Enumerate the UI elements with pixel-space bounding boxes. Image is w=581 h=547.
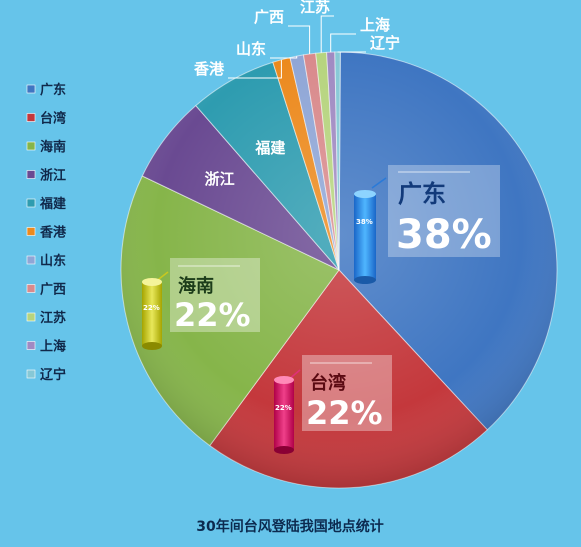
slice-label-6: 山东 xyxy=(236,40,266,58)
legend-swatch-8 xyxy=(26,312,36,322)
callout-taiwan-name: 台湾 xyxy=(310,372,346,394)
legend-item-0: 广东 xyxy=(26,82,66,98)
legend-swatch-0 xyxy=(26,84,36,94)
callout-hainan-name: 海南 xyxy=(178,275,214,297)
legend-item-7: 广西 xyxy=(26,282,66,298)
leader-line-7 xyxy=(288,25,311,54)
legend-item-5: 香港 xyxy=(26,225,67,241)
legend-item-2: 海南 xyxy=(26,139,66,155)
legend-swatch-1 xyxy=(26,113,36,122)
cyl-guangdong-label: 38% xyxy=(356,218,373,226)
legend-label-8: 江苏 xyxy=(40,310,66,326)
legend-swatch-3 xyxy=(26,170,36,179)
leader-line-6 xyxy=(270,56,298,59)
slice-label-10: 辽宁 xyxy=(370,34,400,52)
leader-line-8 xyxy=(320,15,334,53)
legend-swatch-2 xyxy=(26,141,36,151)
callout-guangdong-name: 广东 xyxy=(398,180,446,208)
slice-label-7: 广西 xyxy=(254,8,284,26)
slice-label-3: 浙江 xyxy=(205,170,235,188)
cyl-taiwan-label: 22% xyxy=(275,404,292,412)
legend-item-9: 上海 xyxy=(26,339,66,355)
leader-line-9 xyxy=(330,33,356,53)
legend-label-2: 海南 xyxy=(40,139,66,155)
legend-swatch-6 xyxy=(26,255,36,265)
chart-title: 30年间台风登陆我国地点统计 xyxy=(196,518,383,535)
slice-label-5: 香港 xyxy=(194,60,225,78)
legend-item-1: 台湾 xyxy=(26,111,66,127)
callout-hainan: 海南 22% 22% xyxy=(142,258,260,350)
callout-hainan-pct: 22% xyxy=(174,296,251,334)
legend-item-8: 江苏 xyxy=(26,310,66,326)
legend-swatch-4 xyxy=(26,198,36,208)
legend-label-9: 上海 xyxy=(40,339,66,355)
legend-item-6: 山东 xyxy=(26,253,66,269)
legend-label-0: 广东 xyxy=(40,82,66,98)
legend-label-7: 广西 xyxy=(40,282,66,298)
legend-swatch-10 xyxy=(26,369,36,379)
legend-item-4: 福建 xyxy=(26,196,66,212)
slice-label-8: 江苏 xyxy=(300,0,330,16)
callout-taiwan-pct: 22% xyxy=(306,394,383,432)
legend-label-10: 辽宁 xyxy=(40,367,66,383)
legend-label-6: 山东 xyxy=(40,253,66,269)
legend-swatch-5 xyxy=(26,227,36,236)
legend-item-10: 辽宁 xyxy=(26,367,66,383)
callout-guangdong: 广东 38% 38% xyxy=(354,165,500,284)
legend-swatch-7 xyxy=(26,284,36,293)
leader-line-5 xyxy=(228,59,282,79)
legend-label-4: 福建 xyxy=(39,196,66,212)
slice-label-9: 上海 xyxy=(360,16,390,34)
legend-swatch-9 xyxy=(26,341,36,350)
legend-label-5: 香港 xyxy=(39,225,67,241)
leader-lines xyxy=(228,15,366,79)
legend-label-1: 台湾 xyxy=(40,111,66,127)
callout-taiwan: 台湾 22% 22% xyxy=(274,355,392,454)
cyl-hainan-label: 22% xyxy=(143,304,160,312)
legend-label-3: 浙江 xyxy=(40,168,66,184)
legend-item-3: 浙江 xyxy=(26,168,66,184)
slice-label-4: 福建 xyxy=(254,139,286,157)
callout-guangdong-pct: 38% xyxy=(396,212,492,258)
